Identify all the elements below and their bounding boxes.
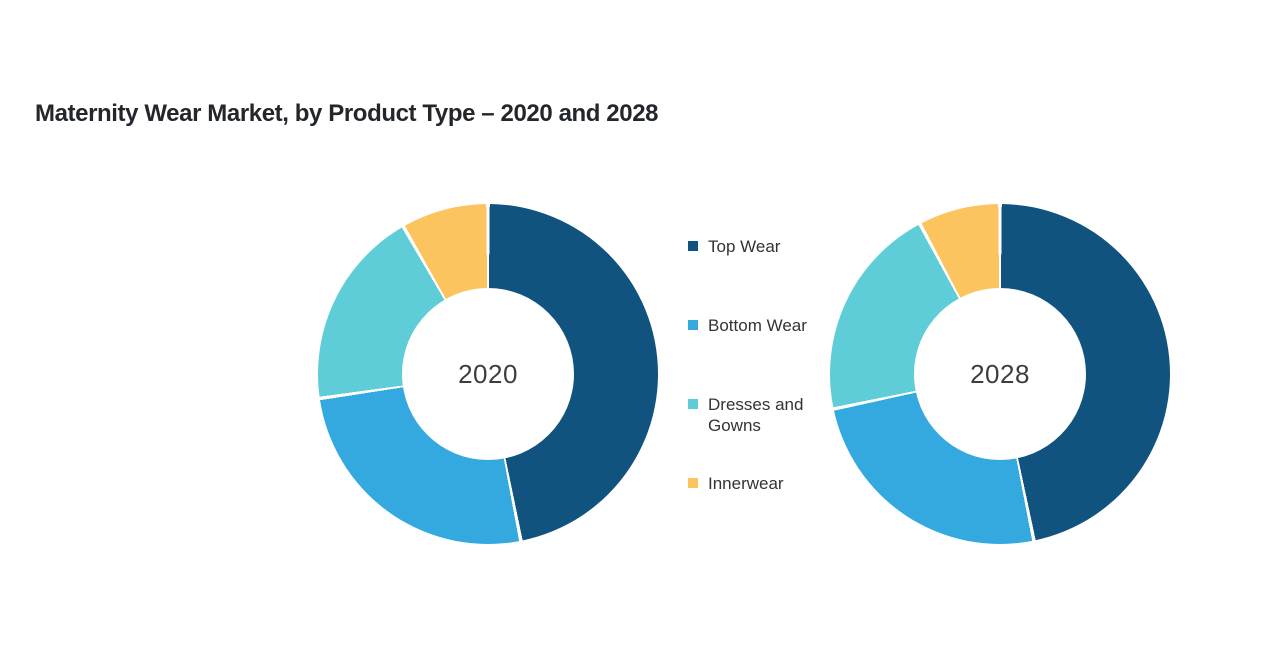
legend-swatch-dresses-and-gowns bbox=[688, 399, 698, 409]
donut-center-year-2028: 2028 bbox=[970, 358, 1030, 389]
chart-title: Maternity Wear Market, by Product Type –… bbox=[35, 100, 659, 127]
chart-legend: Top Wear Bottom Wear Dresses and Gowns I… bbox=[688, 0, 820, 670]
legend-label-innerwear: Innerwear bbox=[708, 474, 784, 493]
legend-item-dresses-and-gowns: Dresses and Gowns bbox=[688, 394, 820, 436]
legend-item-top-wear: Top Wear bbox=[688, 236, 780, 257]
legend-label-top-wear: Top Wear bbox=[708, 237, 781, 256]
legend-swatch-top-wear bbox=[688, 241, 698, 251]
legend-swatch-bottom-wear bbox=[688, 320, 698, 330]
legend-item-bottom-wear: Bottom Wear bbox=[688, 315, 807, 336]
donut-chart-2028: 2028 bbox=[830, 204, 1170, 544]
donut-hole-2020: 2020 bbox=[402, 288, 574, 460]
donut-hole-2028: 2028 bbox=[914, 288, 1086, 460]
legend-swatch-innerwear bbox=[688, 478, 698, 488]
legend-label-dresses-and-gowns: Dresses and Gowns bbox=[708, 395, 804, 435]
donut-chart-2020: 2020 bbox=[318, 204, 658, 544]
donut-center-year-2020: 2020 bbox=[458, 358, 518, 389]
legend-item-innerwear: Innerwear bbox=[688, 473, 784, 494]
legend-label-bottom-wear: Bottom Wear bbox=[708, 316, 807, 335]
